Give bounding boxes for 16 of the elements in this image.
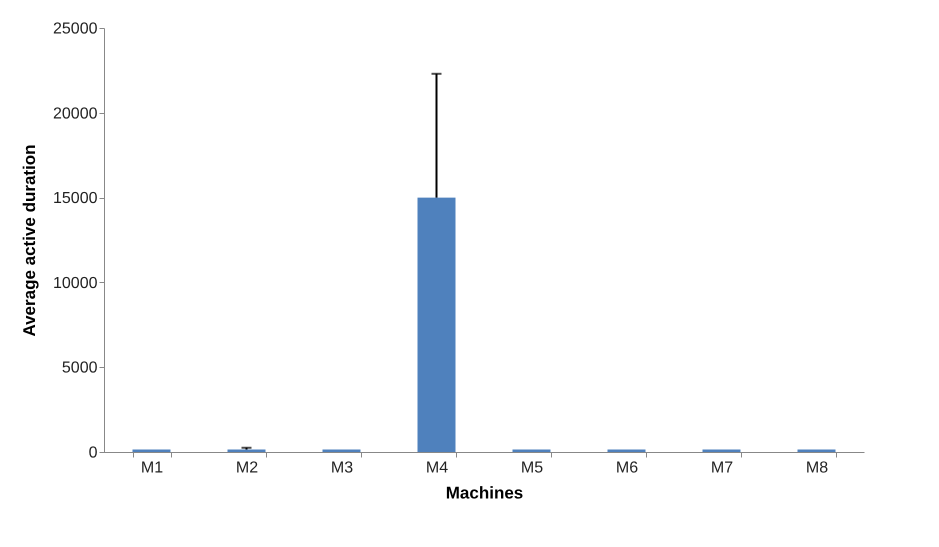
x-tick-label: M4 bbox=[426, 460, 448, 476]
y-tick-label: 10000 bbox=[53, 274, 98, 292]
y-tick-label: 5000 bbox=[62, 360, 98, 377]
x-tick-label: M7 bbox=[710, 460, 734, 476]
x-axis-title: Machines bbox=[446, 484, 524, 502]
x-tick-label: M6 bbox=[616, 460, 638, 476]
x-tick-label: M8 bbox=[806, 460, 828, 476]
y-tick-label: 25000 bbox=[53, 20, 98, 38]
x-tick-label: M3 bbox=[330, 460, 354, 476]
x-tick-label: M1 bbox=[140, 460, 164, 476]
y-tick-label: 15000 bbox=[53, 190, 98, 208]
y-tick-label: 0 bbox=[88, 444, 98, 462]
x-tick-label: M2 bbox=[236, 460, 258, 476]
y-tick-label: 20000 bbox=[53, 105, 98, 122]
x-tick-label: M5 bbox=[520, 460, 544, 476]
y-axis-title: Average active duration bbox=[20, 144, 40, 337]
